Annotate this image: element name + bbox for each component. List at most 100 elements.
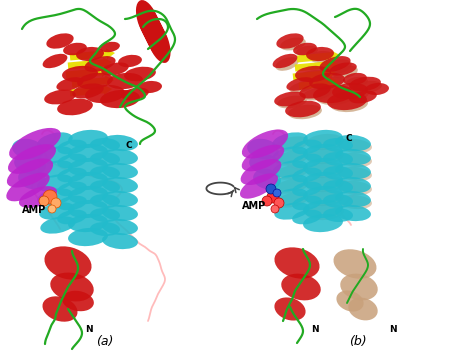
Ellipse shape <box>273 174 308 192</box>
Ellipse shape <box>335 149 371 165</box>
Ellipse shape <box>313 85 353 103</box>
Ellipse shape <box>319 56 351 72</box>
Ellipse shape <box>335 177 371 193</box>
Ellipse shape <box>68 200 108 218</box>
Ellipse shape <box>37 160 73 178</box>
Circle shape <box>262 196 272 206</box>
Ellipse shape <box>68 144 108 162</box>
Ellipse shape <box>57 99 93 115</box>
Ellipse shape <box>327 92 367 110</box>
Ellipse shape <box>253 169 281 189</box>
Ellipse shape <box>323 138 353 152</box>
Ellipse shape <box>90 222 120 236</box>
Ellipse shape <box>292 168 322 182</box>
Ellipse shape <box>292 140 322 154</box>
Ellipse shape <box>68 228 108 246</box>
Ellipse shape <box>57 168 87 182</box>
Ellipse shape <box>335 163 371 179</box>
Ellipse shape <box>124 67 156 81</box>
Ellipse shape <box>335 191 371 207</box>
Ellipse shape <box>275 192 309 208</box>
Ellipse shape <box>303 144 343 162</box>
Ellipse shape <box>102 177 138 193</box>
Ellipse shape <box>100 42 120 52</box>
Ellipse shape <box>275 136 309 152</box>
Ellipse shape <box>299 83 331 99</box>
Ellipse shape <box>7 158 53 187</box>
Ellipse shape <box>340 274 378 300</box>
Ellipse shape <box>335 135 371 151</box>
Ellipse shape <box>43 54 67 68</box>
Ellipse shape <box>330 96 368 112</box>
Ellipse shape <box>306 134 344 150</box>
Ellipse shape <box>274 202 310 220</box>
Ellipse shape <box>63 43 87 55</box>
Ellipse shape <box>349 77 381 91</box>
Circle shape <box>274 198 284 208</box>
Ellipse shape <box>288 105 322 119</box>
Ellipse shape <box>102 219 138 235</box>
Ellipse shape <box>335 87 369 101</box>
Ellipse shape <box>292 210 322 224</box>
Ellipse shape <box>39 202 75 220</box>
Ellipse shape <box>292 154 322 168</box>
FancyArrow shape <box>295 60 338 71</box>
Ellipse shape <box>346 77 368 87</box>
Ellipse shape <box>12 139 44 159</box>
Ellipse shape <box>303 200 343 218</box>
Ellipse shape <box>144 15 167 57</box>
Ellipse shape <box>57 182 87 196</box>
Ellipse shape <box>335 205 371 221</box>
Text: (b): (b) <box>349 335 367 348</box>
Ellipse shape <box>323 180 353 194</box>
Ellipse shape <box>338 139 372 153</box>
Ellipse shape <box>329 62 357 75</box>
Ellipse shape <box>306 176 344 192</box>
Ellipse shape <box>303 158 343 176</box>
Ellipse shape <box>274 247 319 279</box>
Ellipse shape <box>90 194 120 208</box>
Ellipse shape <box>139 6 163 48</box>
Ellipse shape <box>309 51 335 63</box>
Ellipse shape <box>296 46 318 56</box>
Ellipse shape <box>142 12 166 54</box>
Circle shape <box>43 190 57 204</box>
Ellipse shape <box>76 47 104 61</box>
Ellipse shape <box>77 73 113 89</box>
Ellipse shape <box>40 216 76 234</box>
Ellipse shape <box>343 73 367 85</box>
Ellipse shape <box>44 89 76 104</box>
Ellipse shape <box>273 146 308 164</box>
Circle shape <box>271 205 279 213</box>
Ellipse shape <box>306 47 334 61</box>
Ellipse shape <box>306 162 344 178</box>
Ellipse shape <box>280 38 306 51</box>
Ellipse shape <box>312 77 346 91</box>
Ellipse shape <box>338 167 372 181</box>
Ellipse shape <box>136 0 160 42</box>
Ellipse shape <box>57 140 87 154</box>
Ellipse shape <box>62 291 94 311</box>
FancyArrow shape <box>70 48 115 60</box>
Ellipse shape <box>102 191 138 207</box>
Ellipse shape <box>57 154 87 168</box>
Ellipse shape <box>57 210 87 224</box>
Ellipse shape <box>37 188 73 206</box>
Ellipse shape <box>273 188 308 206</box>
FancyArrow shape <box>72 76 114 88</box>
Ellipse shape <box>240 173 278 199</box>
Ellipse shape <box>72 83 104 99</box>
Ellipse shape <box>62 66 98 82</box>
Ellipse shape <box>298 70 332 84</box>
Ellipse shape <box>292 182 322 196</box>
Ellipse shape <box>90 152 120 166</box>
Ellipse shape <box>90 208 120 222</box>
Ellipse shape <box>90 138 120 152</box>
Ellipse shape <box>316 89 354 105</box>
Text: (a): (a) <box>96 335 113 348</box>
Ellipse shape <box>332 83 368 99</box>
Ellipse shape <box>50 272 94 302</box>
Ellipse shape <box>323 166 353 180</box>
Ellipse shape <box>8 144 56 174</box>
Ellipse shape <box>338 153 372 167</box>
